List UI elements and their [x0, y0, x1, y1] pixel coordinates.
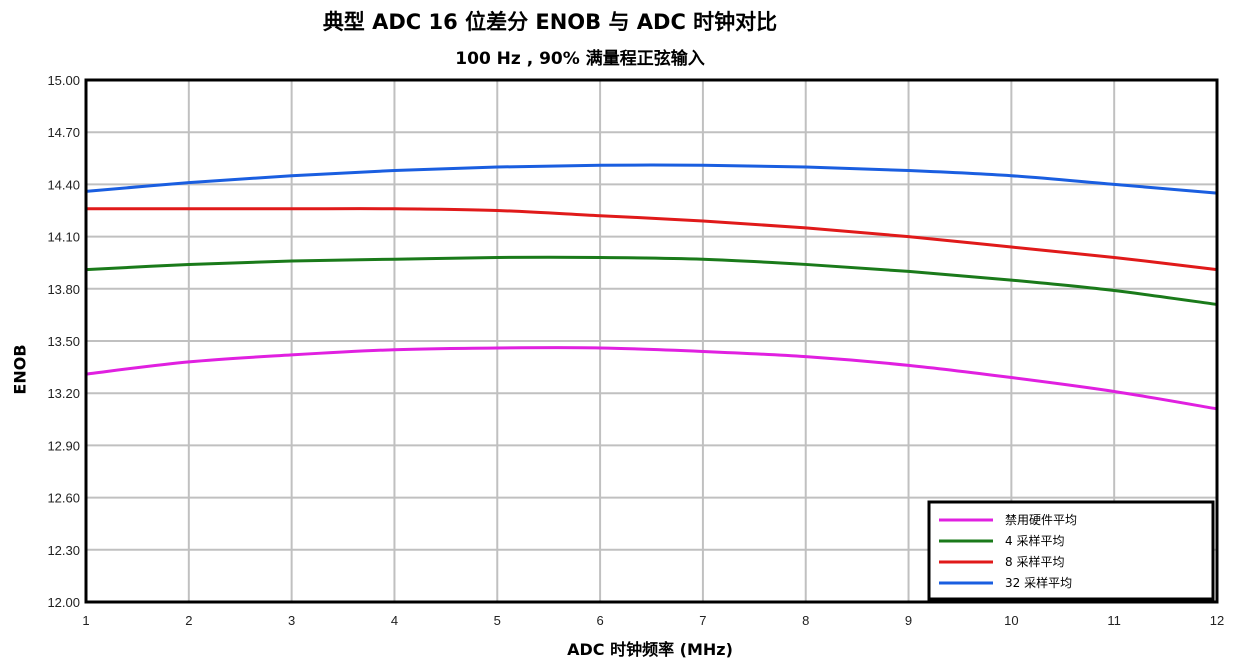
legend: 禁用硬件平均 4 采样平均 8 采样平均 32 采样平均	[927, 500, 1215, 601]
y-tick-label: 12.90	[47, 438, 80, 453]
x-tick-label: 1	[82, 613, 89, 628]
legend-label: 32 采样平均	[1005, 575, 1072, 590]
y-tick-label: 15.00	[47, 73, 80, 88]
y-tick-labels: 12.00 12.30 12.60 12.90 13.20 13.50 13.80 14.10…	[47, 73, 80, 610]
y-tick-label: 13.50	[47, 334, 80, 349]
legend-label: 4 采样平均	[1005, 533, 1064, 548]
y-tick-label: 12.30	[47, 543, 80, 558]
x-tick-label: 12	[1210, 613, 1224, 628]
series-line-3	[85, 163, 1218, 195]
x-tick-label: 5	[494, 613, 501, 628]
series-line-0	[85, 346, 1218, 411]
x-tick-label: 7	[699, 613, 706, 628]
x-tick-label: 3	[288, 613, 295, 628]
y-tick-label: 14.70	[47, 125, 80, 140]
y-tick-label: 13.20	[47, 386, 80, 401]
legend-label: 禁用硬件平均	[1005, 513, 1077, 527]
y-tick-label: 12.60	[47, 491, 80, 506]
x-tick-label: 11	[1107, 613, 1121, 628]
x-tick-labels: 1 2 3 4 5 6 7 8 9 10 11 12	[82, 613, 1224, 628]
y-tick-label: 13.80	[47, 282, 80, 297]
x-tick-label: 2	[185, 613, 192, 628]
chart-title: 典型 ADC 16 位差分 ENOB 与 ADC 时钟对比	[322, 10, 778, 34]
plot-frame	[84, 78, 1219, 604]
chart-subtitle: 100 Hz , 90% 满量程正弦输入	[455, 49, 705, 69]
x-tick-label: 4	[391, 613, 398, 628]
x-tick-label: 9	[905, 613, 912, 628]
y-tick-label: 12.00	[47, 595, 80, 610]
x-axis-label: ADC 时钟频率 (MHz)	[567, 640, 733, 659]
x-tick-label: 6	[596, 613, 603, 628]
x-tick-label: 8	[802, 613, 809, 628]
legend-label: 8 采样平均	[1005, 554, 1064, 569]
y-tick-label: 14.40	[47, 177, 80, 192]
y-tick-label: 14.10	[47, 230, 80, 245]
x-tick-label: 10	[1004, 613, 1018, 628]
series-lines	[85, 163, 1218, 411]
series-line-1	[85, 255, 1218, 306]
series-line-2	[85, 207, 1218, 272]
